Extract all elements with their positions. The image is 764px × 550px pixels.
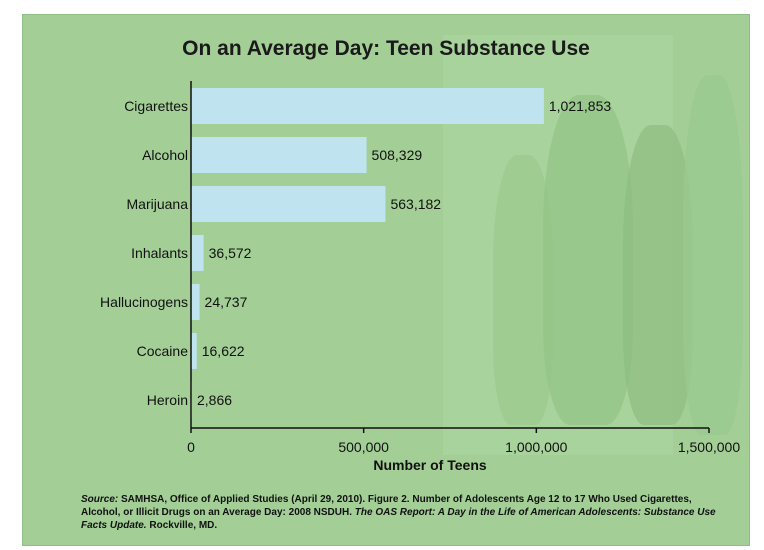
data-label: 563,182 [390,196,441,212]
background-figure [543,95,633,425]
source-report: The OAS Report: A Day in the Life of Ame… [81,507,716,531]
source-location: Rockville, MD. [149,520,218,531]
category-label: Inhalants [131,245,188,261]
bar-hallucinogens [191,284,200,320]
bar-chart: Cigarettes 1,021,853 Alcohol 508,329 Marijua… [100,81,740,473]
data-label: 1,021,853 [549,98,611,114]
category-label: Marijuana [127,196,189,212]
data-label: 36,572 [209,245,252,261]
x-tick-label: 0 [187,439,195,455]
bar-inhalants [191,235,204,271]
data-label: 16,622 [202,343,245,359]
data-label: 24,737 [205,294,248,310]
background-figure [623,125,693,425]
x-tick-label: 500,000 [338,439,389,455]
category-label: Hallucinogens [100,294,188,310]
bar-cigarettes [191,88,544,124]
source-note: Source: SAMHSA, Office of Applied Studie… [81,493,731,532]
data-label: 508,329 [372,147,423,163]
chart-panel: On an Average Day: Teen Substance Use Ci… [22,14,750,546]
chart-title: On an Average Day: Teen Substance Use [182,37,590,60]
x-tick-label: 1,500,000 [678,439,740,455]
category-label: Cocaine [137,343,189,359]
x-axis-title: Number of Teens [373,457,487,473]
category-label: Alcohol [142,147,188,163]
bar-marijuana [191,186,386,222]
source-text: SAMHSA, Office of Applied Studies (April… [81,494,692,518]
bar-alcohol [191,137,367,173]
source-lead: Source: [81,494,119,505]
background-figure [683,75,743,435]
x-tick-label: 1,000,000 [505,439,567,455]
data-label: 2,866 [197,392,232,408]
category-label: Heroin [147,392,188,408]
category-label: Cigarettes [124,98,188,114]
bar-cocaine [191,333,197,369]
